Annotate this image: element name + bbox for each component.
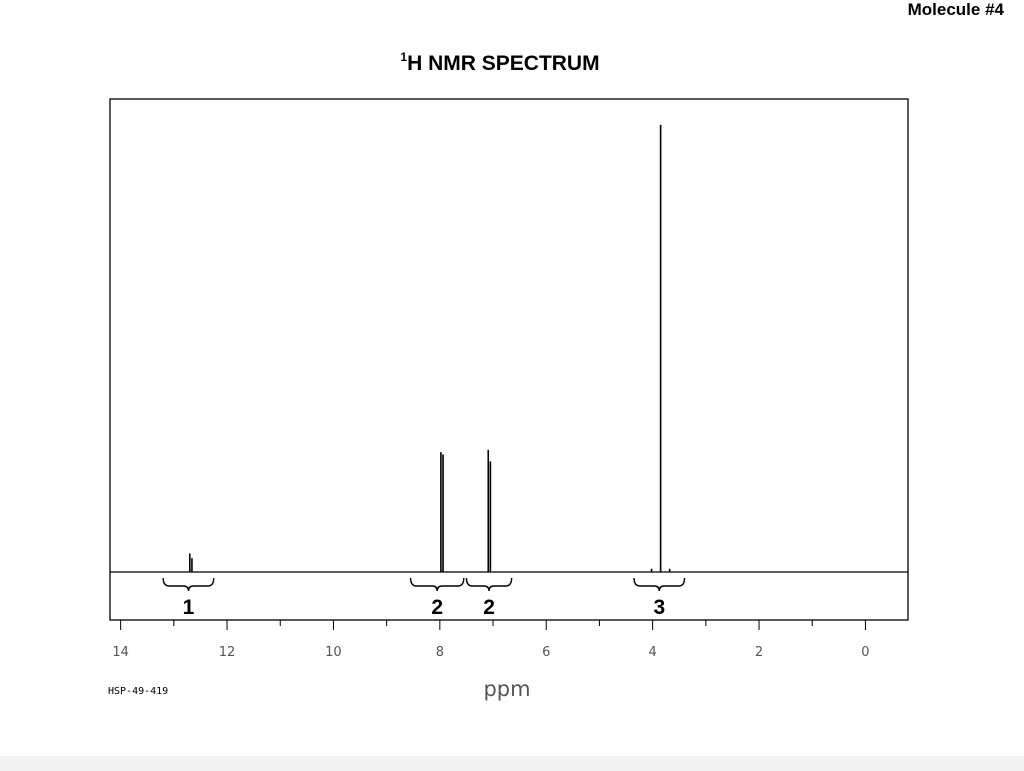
x-tick-label: 6 — [542, 645, 550, 660]
x-tick-label: 2 — [755, 645, 763, 660]
integration-label: 2 — [431, 596, 443, 619]
x-axis-label: ppm — [483, 677, 530, 701]
integration-bracket — [409, 577, 465, 592]
integration-bracket — [633, 577, 686, 592]
spectrum-trace — [189, 124, 671, 572]
x-tick-label: 12 — [219, 645, 236, 660]
title-text: H NMR SPECTRUM — [407, 52, 600, 75]
x-tick-label: 0 — [861, 645, 869, 660]
plot-frame — [109, 98, 909, 621]
x-tick-label: 14 — [112, 645, 129, 660]
x-axis: 14 12 10 8 6 4 2 0 — [112, 620, 870, 660]
x-tick-label: 4 — [648, 645, 656, 660]
bottom-band — [0, 756, 1024, 771]
integration-label: 1 — [183, 596, 195, 619]
integration-bracket — [162, 577, 215, 592]
chart-title: 1H NMR SPECTRUM — [0, 50, 1000, 76]
integration-label: 3 — [653, 596, 665, 619]
integration-label: 2 — [483, 596, 495, 619]
x-tick-label: 8 — [436, 645, 444, 660]
x-tick-label: 10 — [325, 645, 342, 660]
integration-brackets: 1 2 2 3 — [162, 577, 686, 619]
molecule-label: Molecule #4 — [907, 0, 1004, 19]
footer-code: HSP-49-419 — [108, 686, 168, 697]
integration-bracket — [465, 577, 513, 592]
title-superscript: 1 — [400, 50, 408, 64]
